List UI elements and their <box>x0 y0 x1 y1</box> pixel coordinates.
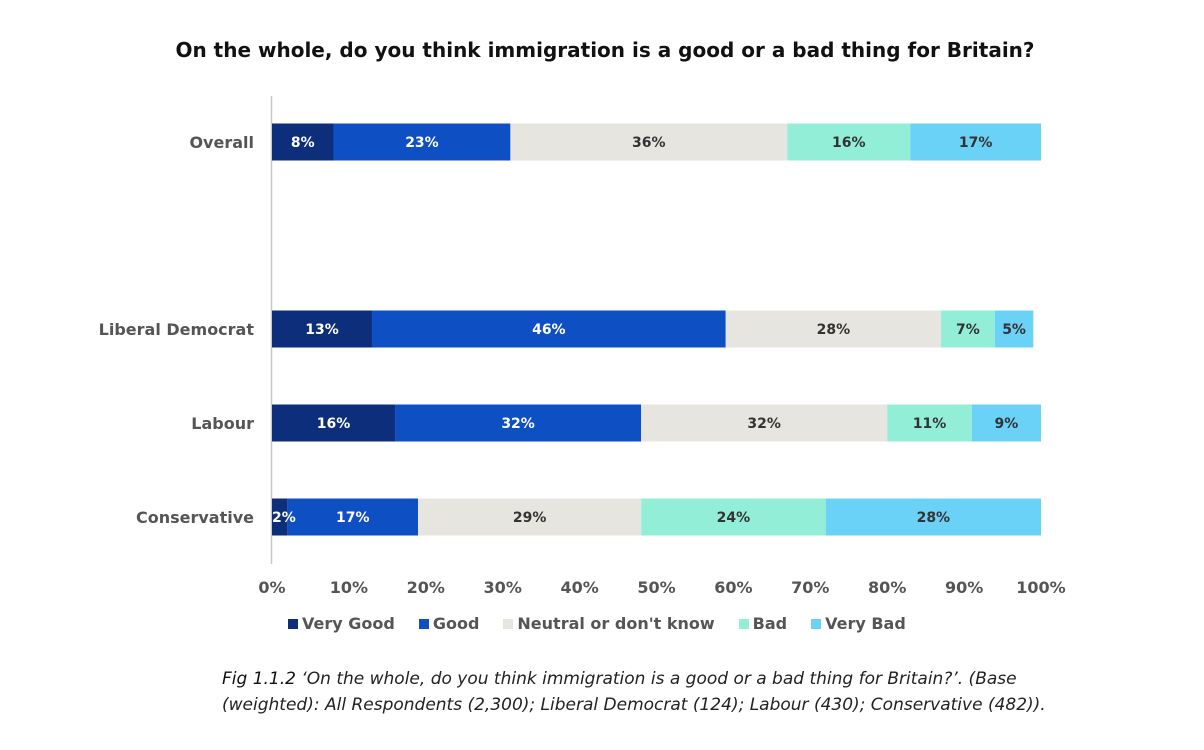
category-labels: Overall Liberal Democrat Labour Conservativ… <box>99 133 255 527</box>
bar-segment <box>371 310 726 348</box>
data-labels: 8% 23% 36% 16% 17% 13% 46% 28% 7% 5% 16% 32% 32% 11% 9… <box>272 135 1026 526</box>
x-tick-label: 80% <box>868 578 906 597</box>
category-label: Overall <box>189 133 254 152</box>
bar-segment <box>510 123 788 161</box>
bar-segment <box>333 123 511 161</box>
data-label: 9% <box>995 416 1019 432</box>
data-label: 7% <box>956 322 980 338</box>
bar-segment <box>641 498 826 536</box>
bar-segment <box>418 498 642 536</box>
x-tick-label: 50% <box>637 578 675 597</box>
data-label: 2% <box>272 510 296 526</box>
data-label: 16% <box>317 416 351 432</box>
x-tick-label: 40% <box>560 578 598 597</box>
data-label: 32% <box>747 416 781 432</box>
legend-swatch <box>738 618 749 629</box>
category-label: Liberal Democrat <box>99 320 255 339</box>
data-label: 36% <box>632 135 666 151</box>
legend-label: Good <box>432 614 480 633</box>
legend-item: Good <box>418 614 480 633</box>
x-tick-label: 60% <box>714 578 752 597</box>
legend-swatch <box>503 618 514 629</box>
data-label: 13% <box>305 322 339 338</box>
bar-segment <box>941 310 995 348</box>
data-label: 17% <box>336 510 370 526</box>
data-label: 28% <box>917 510 951 526</box>
bar-segment <box>272 404 396 442</box>
bar-segment <box>994 310 1034 348</box>
chart-title: On the whole, do you think immigration i… <box>175 38 1035 62</box>
legend-item: Neutral or don't know <box>503 614 715 633</box>
legend: Very Good Good Neutral or don't know Bad Ver… <box>288 614 930 633</box>
data-label: 16% <box>832 135 866 151</box>
data-label: 28% <box>817 322 851 338</box>
bar-segment <box>641 404 888 442</box>
data-label: 8% <box>291 135 315 151</box>
legend-item: Bad <box>738 614 788 633</box>
data-label: 46% <box>532 322 566 338</box>
legend-swatch <box>418 618 429 629</box>
x-tick-label: 0% <box>258 578 285 597</box>
data-label: 5% <box>1002 322 1026 338</box>
stacked-bar-chart: Overall Liberal Democrat Labour Conservativ… <box>99 96 1066 597</box>
bar-segment <box>272 123 334 161</box>
bar-segment <box>395 404 642 442</box>
bar-segment <box>787 123 911 161</box>
bar-segment <box>272 310 372 348</box>
legend-swatch <box>811 618 822 629</box>
figure-caption: Fig 1.1.2 ‘On the whole, do you think im… <box>222 666 1182 718</box>
category-label: Conservative <box>136 508 254 527</box>
x-tick-label: 30% <box>484 578 522 597</box>
data-label: 23% <box>405 135 439 151</box>
bar-segment <box>971 404 1041 442</box>
x-tick-label: 90% <box>945 578 983 597</box>
data-label: 29% <box>513 510 547 526</box>
x-tick-label: 10% <box>330 578 368 597</box>
caption-line-2: (weighted): All Respondents (2,300); Lib… <box>222 695 1046 715</box>
x-tick-labels: 0% 10% 20% 30% 40% 50% 60% 70% 80% 90% 100% <box>258 578 1065 597</box>
data-label: 32% <box>501 416 535 432</box>
data-label: 17% <box>959 135 993 151</box>
legend-label: Bad <box>752 614 788 633</box>
x-tick-label: 20% <box>407 578 445 597</box>
x-tick-label: 70% <box>791 578 829 597</box>
legend-item: Very Bad <box>811 614 906 633</box>
x-tick-label: 100% <box>1016 578 1065 597</box>
bar-segment <box>887 404 972 442</box>
data-label: 24% <box>717 510 751 526</box>
category-label: Labour <box>191 414 254 433</box>
bar-segment <box>272 498 288 536</box>
bar-segments <box>272 123 1041 536</box>
legend-item: Very Good <box>288 614 395 633</box>
bar-segment <box>725 310 942 348</box>
data-label: 11% <box>913 416 947 432</box>
caption-line-1: ‘On the whole, do you think immigration … <box>295 669 1017 689</box>
caption-fig-ref: Fig 1.1.2 <box>222 669 296 689</box>
legend-label: Very Good <box>302 614 395 633</box>
legend-label: Neutral or don't know <box>517 614 715 633</box>
legend-label: Very Bad <box>825 614 906 633</box>
legend-swatch <box>288 618 298 629</box>
bar-segment <box>910 123 1041 161</box>
bar-segment <box>825 498 1041 536</box>
bar-segment <box>287 498 419 536</box>
